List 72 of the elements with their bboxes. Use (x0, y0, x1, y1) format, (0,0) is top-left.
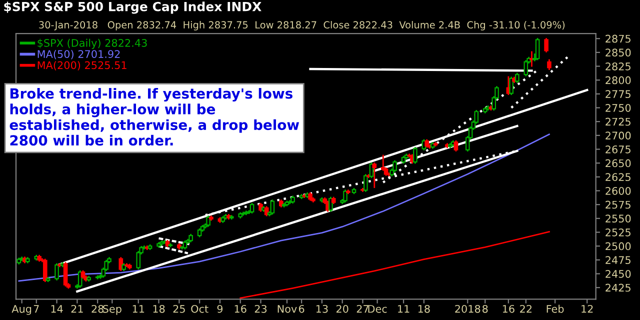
candlestick (454, 140, 458, 152)
y-tick-label: 2450 (606, 270, 631, 278)
x-tick-label: 20 (336, 304, 348, 313)
x-tick-label: 14 (51, 305, 63, 313)
chart-title: $SPX S&P 500 Large Cap Index INDX (4, 2, 262, 14)
y-tick-label: 2800 (606, 76, 631, 84)
annotation: Broke trend-line. If yesterday's lows holds, a higher-low will be established, otherwise, a drop below 2800 will be in order. (10, 88, 300, 146)
legend-label: MA(200) 2525.51 (38, 61, 126, 70)
y-tick-label: 2675 (606, 145, 630, 154)
y-tick-label: 2725 (606, 118, 630, 126)
x-tick-label: 16 (234, 304, 246, 313)
candlestick (343, 188, 348, 204)
y-tick-label: 2600 (606, 186, 631, 195)
y-tick-label: 2475 (606, 256, 630, 264)
candlestick (206, 214, 210, 228)
x-tick-label: Dec (368, 305, 387, 313)
x-tick-label: 11 (132, 305, 144, 313)
x-tick-label: 16 (502, 304, 514, 313)
candlestick (372, 162, 377, 189)
x-tick-label: 9 (217, 304, 223, 313)
x-tick-label: Oct (191, 304, 208, 313)
candlestick (524, 59, 528, 77)
line-series (240, 231, 550, 299)
x-tick-label: 18 (418, 304, 430, 313)
candlestick (54, 262, 59, 282)
candlestick (544, 37, 548, 54)
x-tick-label: Feb (546, 304, 564, 313)
y-tick-label: 2425 (606, 284, 630, 292)
y-tick-label: 2525 (606, 228, 630, 236)
candlestick (380, 154, 386, 172)
x-tick-label: 13 (316, 304, 328, 313)
candlestick (270, 198, 275, 216)
y-tick-label: 2775 (606, 90, 630, 98)
x-tick-label: Nov (278, 305, 297, 313)
candlestick (328, 196, 333, 212)
y-tick-label: 2700 (606, 132, 631, 140)
x-tick-label: 23 (254, 304, 267, 313)
x-tick-label: 28 (92, 304, 104, 313)
y-tick-label: 2625 (606, 173, 630, 182)
x-tick-label: Sep (103, 304, 122, 315)
y-tick-label: 2575 (606, 200, 630, 209)
candlestick (547, 58, 552, 71)
y-tick-label: 2550 (606, 214, 631, 223)
x-tick-label: 7 (34, 305, 39, 313)
chart-subtitle: 30-Jan-2018 Open 2832.74 High 2837.75 Low 2818.27 Close 2822.43 Volume 2.4B Chg -31.10 (-1.09%) (39, 20, 565, 30)
candlestick (515, 72, 520, 84)
x-tick-label: 6 (298, 304, 304, 313)
candlestick (63, 261, 68, 288)
x-tick-label: 21 (71, 304, 83, 313)
y-tick-label: 2650 (606, 159, 631, 168)
y-tick-label: 2825 (606, 62, 630, 70)
y-tick-label: 2750 (606, 104, 631, 112)
candlestick (413, 146, 418, 164)
candlestick (535, 37, 540, 61)
legend-label: $SPX (Daily) 2822.43 (38, 38, 147, 49)
y-tick-label: 2850 (606, 48, 631, 57)
candlestick (250, 202, 254, 214)
x-tick-label: 18 (153, 304, 165, 313)
x-tick-label: 22 (520, 304, 532, 313)
candlestick (509, 76, 514, 96)
candlestick (136, 250, 141, 270)
x-tick-label: 11 (398, 305, 410, 313)
x-tick-label: 8 (482, 304, 488, 313)
y-tick-label: 2875 (606, 34, 630, 43)
y-tick-label: 2500 (606, 242, 631, 250)
x-tick-label: 2018 (455, 304, 480, 313)
x-tick-label: 27 (356, 304, 368, 313)
x-tick-label: 12 (582, 304, 593, 313)
legend-label: MA(50) 2701.92 (38, 50, 120, 60)
x-tick-label: Aug (12, 305, 32, 315)
candlestick (392, 160, 397, 173)
x-tick-label: 25 (173, 304, 185, 313)
